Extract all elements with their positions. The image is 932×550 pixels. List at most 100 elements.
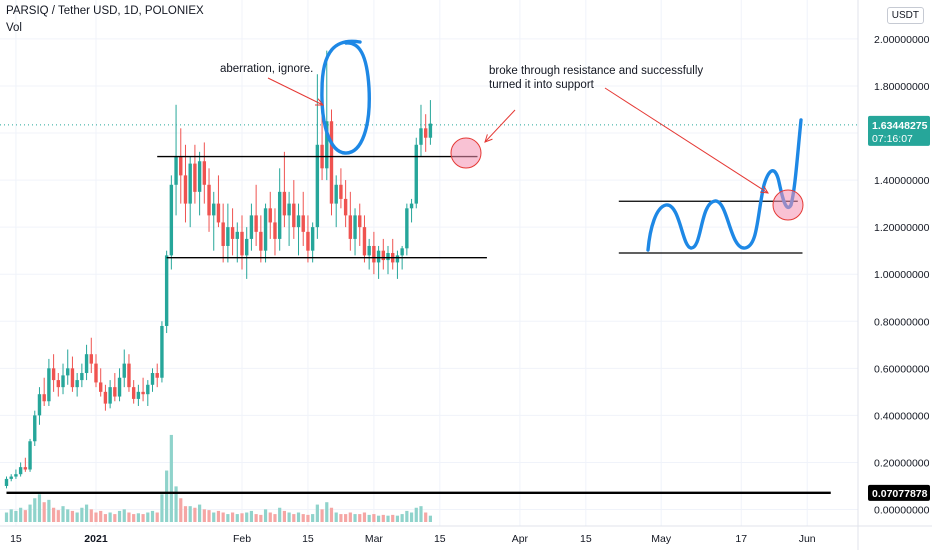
candle[interactable] [301, 191, 305, 246]
candle[interactable] [391, 238, 395, 270]
candle[interactable] [164, 250, 169, 334]
candle[interactable] [75, 373, 79, 397]
candle[interactable] [188, 156, 192, 228]
aberration-circle[interactable] [320, 39, 371, 155]
candle[interactable] [358, 203, 362, 246]
candle[interactable] [56, 373, 61, 397]
candle[interactable] [353, 208, 357, 256]
breakout-circle[interactable] [450, 137, 482, 169]
candle[interactable] [94, 354, 98, 388]
candle[interactable] [240, 215, 244, 270]
candle[interactable] [263, 203, 268, 263]
candle[interactable] [207, 168, 211, 232]
candle[interactable] [428, 100, 433, 145]
volume-indicator-label[interactable]: Vol [6, 22, 22, 34]
candle[interactable] [14, 469, 18, 479]
candle[interactable] [376, 245, 381, 279]
candle[interactable] [221, 203, 225, 263]
aberration-arrow[interactable] [267, 77, 324, 106]
currency-button[interactable]: USDT [886, 7, 924, 24]
support-arrow[interactable] [604, 87, 769, 194]
candle[interactable] [216, 175, 221, 228]
candle[interactable] [277, 168, 282, 251]
candle[interactable] [287, 191, 291, 246]
candle[interactable] [235, 222, 239, 263]
candle[interactable] [122, 349, 126, 388]
candle[interactable] [136, 384, 141, 406]
candle[interactable] [131, 380, 136, 404]
candle[interactable] [33, 410, 37, 446]
candle[interactable] [386, 245, 390, 275]
candle[interactable] [212, 191, 216, 251]
candle[interactable] [155, 363, 159, 388]
candle[interactable] [47, 358, 51, 406]
candle[interactable] [146, 380, 150, 406]
candle[interactable] [381, 238, 385, 270]
candle[interactable] [183, 144, 188, 223]
candle-body [188, 163, 192, 204]
candle[interactable] [66, 349, 70, 385]
candle[interactable] [103, 384, 108, 411]
candle[interactable] [226, 203, 230, 263]
candle[interactable] [18, 462, 23, 477]
candle[interactable] [409, 198, 414, 223]
candle[interactable] [230, 208, 235, 256]
candle[interactable] [310, 222, 315, 263]
candle[interactable] [339, 168, 343, 209]
candle[interactable] [249, 203, 254, 251]
breakout-arrow[interactable] [484, 109, 516, 143]
candle[interactable] [174, 104, 178, 216]
candle[interactable] [372, 231, 376, 275]
candle[interactable] [108, 380, 112, 409]
candle[interactable] [84, 344, 89, 381]
candle[interactable] [405, 203, 409, 256]
candle[interactable] [273, 208, 277, 256]
candle[interactable] [343, 180, 348, 228]
candle[interactable] [179, 128, 183, 204]
candle[interactable] [259, 215, 263, 263]
candle[interactable] [325, 50, 329, 181]
candle[interactable] [61, 363, 65, 395]
candle[interactable] [150, 368, 155, 392]
candle[interactable] [334, 175, 338, 228]
candle[interactable] [202, 142, 207, 204]
candle[interactable] [419, 104, 423, 157]
candle[interactable] [282, 151, 287, 228]
candle[interactable] [367, 238, 371, 270]
candle[interactable] [51, 354, 56, 392]
projection-sketch[interactable] [646, 118, 803, 252]
candle[interactable] [329, 109, 334, 216]
candle[interactable] [245, 227, 249, 279]
volume-bar [278, 507, 282, 522]
candle[interactable] [28, 438, 32, 472]
candle[interactable] [42, 377, 46, 406]
candle[interactable] [113, 373, 117, 402]
candle[interactable] [254, 184, 258, 246]
candle[interactable] [23, 457, 28, 472]
candle[interactable] [4, 476, 9, 489]
candle[interactable] [423, 114, 428, 152]
candle[interactable] [362, 215, 367, 263]
candle[interactable] [414, 137, 418, 209]
candle[interactable] [127, 354, 131, 392]
candle[interactable] [9, 474, 13, 482]
retest-circle[interactable] [772, 189, 804, 221]
candle[interactable] [395, 250, 400, 279]
candle[interactable] [117, 368, 122, 402]
candle[interactable] [37, 387, 42, 425]
candle[interactable] [89, 337, 93, 374]
candle[interactable] [296, 203, 301, 256]
candle[interactable] [268, 191, 272, 239]
candle[interactable] [80, 363, 84, 388]
candle[interactable] [197, 151, 202, 216]
candle[interactable] [348, 191, 353, 251]
candle[interactable] [99, 368, 103, 397]
candle[interactable] [292, 180, 296, 239]
candle[interactable] [141, 377, 145, 402]
candle[interactable] [70, 356, 75, 392]
candle[interactable] [306, 215, 310, 263]
candle[interactable] [169, 175, 174, 270]
candle[interactable] [160, 321, 164, 383]
candle[interactable] [193, 144, 197, 204]
